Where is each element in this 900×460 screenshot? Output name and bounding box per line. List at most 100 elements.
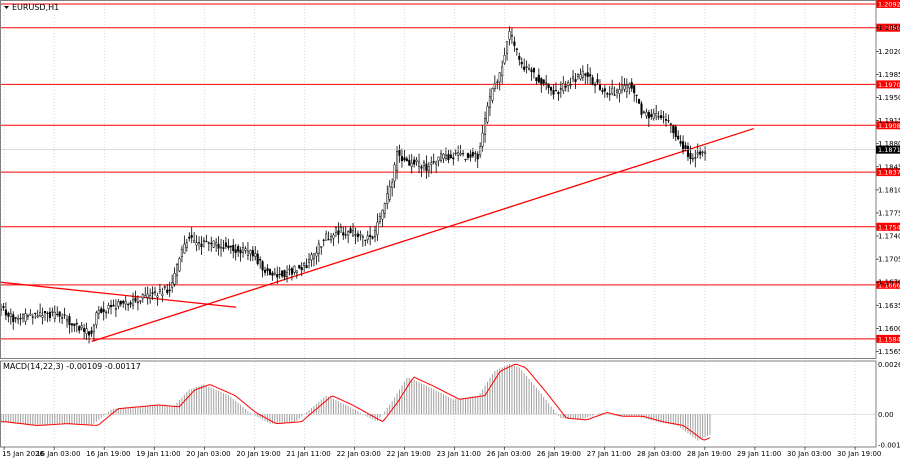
candle-body (39, 311, 42, 317)
level-price-tag (876, 280, 900, 289)
level-price-tag (876, 168, 900, 177)
candle-body (56, 313, 59, 315)
candle-body (122, 300, 125, 304)
candle-body (327, 239, 330, 241)
candle-body (572, 76, 575, 79)
candle-body (161, 293, 164, 296)
candle-body (290, 268, 293, 275)
candle-body (369, 234, 372, 237)
candle-body (156, 295, 159, 298)
candle-body (620, 84, 624, 91)
candle-body (454, 152, 457, 154)
candle-body (70, 323, 73, 326)
candle-body (603, 88, 606, 92)
candle-body (288, 268, 291, 271)
trend-line (91, 127, 754, 343)
chevron-down-icon[interactable] (4, 6, 9, 9)
candle-body (344, 234, 347, 236)
candle-body (317, 243, 320, 254)
candle-body (647, 112, 650, 119)
trend-lines[interactable] (0, 127, 754, 343)
candle-body (107, 305, 110, 309)
candle-body (589, 74, 592, 77)
price-axis: 1.20561.20201.19851.19501.19151.18801.18… (876, 24, 900, 356)
candle-body (386, 193, 389, 204)
candle-body (669, 123, 672, 125)
price-tick-label: 1.1670 (878, 279, 900, 287)
main-panel-frame (0, 0, 877, 359)
candle-body (144, 295, 147, 298)
candle-body (672, 125, 675, 134)
symbol-header[interactable]: EURUSD,H1 (4, 3, 59, 12)
candle-body (701, 151, 704, 153)
candle-body (175, 264, 179, 277)
candle-body (34, 312, 37, 314)
candle-body (506, 41, 509, 54)
time-tick-label: 16 Jan 03:00 (36, 450, 80, 458)
candle-body (479, 146, 482, 156)
level-price-label: 1.1584 (878, 335, 900, 343)
candle-body (261, 261, 264, 271)
candle-body (200, 243, 203, 248)
candle-body (435, 161, 438, 165)
candle-body (166, 289, 169, 294)
price-tick-label: 1.1565 (878, 348, 900, 356)
candle-body (699, 151, 702, 155)
candle-body (112, 304, 115, 307)
candle-body (618, 89, 621, 94)
candle-body (219, 246, 223, 249)
candle-body (259, 258, 262, 261)
candle-body (418, 161, 421, 167)
candle-body (616, 89, 619, 93)
candle-body (574, 79, 577, 82)
candle-body (21, 313, 25, 319)
candle-body (408, 159, 411, 166)
symbol-label: EURUSD,H1 (12, 3, 59, 12)
candle-body (552, 90, 555, 95)
candle-body (7, 312, 10, 317)
candle-body (29, 313, 32, 316)
support-resistance-levels[interactable]: 1.2092 1.2056 1.1970 1.1908 1.1837 1.1754 1.16… (0, 0, 900, 343)
candle-body (87, 331, 91, 336)
candle-body (149, 295, 152, 299)
candle-body (212, 240, 215, 248)
candle-body (193, 240, 196, 243)
candle-body (85, 328, 88, 335)
candle-body (410, 162, 413, 167)
candle-body (312, 253, 315, 259)
candle-body (437, 156, 440, 161)
candle-body (657, 116, 660, 118)
candle-body (19, 317, 22, 320)
candle-body (374, 230, 377, 237)
candle-body (202, 239, 205, 243)
time-tick-label: 15 Jan 2026 (2, 450, 45, 458)
candle-body (92, 325, 95, 332)
level-price-tag (876, 121, 900, 130)
candle-body (554, 90, 558, 92)
candle-body (102, 309, 105, 312)
price-tick-label: 1.1845 (878, 163, 900, 171)
candle-body (415, 159, 418, 162)
candle-body (682, 141, 685, 151)
candle-body (471, 152, 474, 157)
candle-body (430, 162, 433, 165)
candle-body (503, 55, 506, 64)
candle-body (496, 81, 499, 83)
candle-body (559, 88, 562, 90)
candle-body (320, 246, 323, 248)
time-tick-label: 20 Jan 03:00 (186, 450, 230, 458)
candle-body (298, 264, 301, 269)
candle-body (388, 186, 391, 200)
candle-body (594, 84, 597, 86)
candle-body (17, 318, 20, 321)
candle-body (464, 158, 467, 160)
candle-body (422, 162, 425, 167)
candle-body (381, 209, 384, 220)
candle-body (606, 93, 609, 95)
candle-body (361, 236, 364, 238)
candle-body (188, 236, 191, 239)
candle-body (488, 96, 491, 108)
